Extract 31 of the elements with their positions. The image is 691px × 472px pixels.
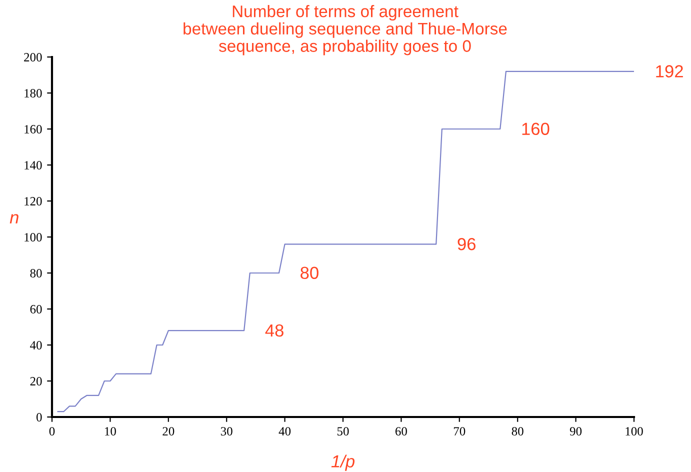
x-tick-label: 50 <box>337 427 349 436</box>
x-tick-label: 80 <box>512 427 524 436</box>
y-tick-label: 60 <box>30 305 42 314</box>
x-tick-label: 0 <box>49 427 55 436</box>
x-tick-label: 30 <box>220 427 232 436</box>
annotation: 96 <box>458 238 476 250</box>
x-tick-label: 90 <box>570 427 582 436</box>
y-tick-label: 140 <box>24 161 42 170</box>
line-series <box>57 70 634 412</box>
x-tick-label: 60 <box>395 427 407 436</box>
y-tick-label: 160 <box>24 125 42 134</box>
x-tick-label: 70 <box>454 427 466 436</box>
y-tick-label: 120 <box>24 197 42 206</box>
y-tick-label: 100 <box>24 233 42 242</box>
y-tick-label: 200 <box>24 53 42 62</box>
x-tick-label: 20 <box>162 427 174 436</box>
x-tick-label: 10 <box>105 427 116 436</box>
x-axis-title: 1/p <box>331 454 355 471</box>
chart-title: Number of terms of agreement between dueling sequence and Thue-Morse sequence, as probability goes to 0 <box>184 5 507 56</box>
y-tick-label: 80 <box>30 269 42 278</box>
annotation: 48 <box>265 324 284 337</box>
y-tick-label: 40 <box>30 341 42 350</box>
y-tick-label: 180 <box>24 89 42 98</box>
y-axis-title: n <box>10 214 18 224</box>
annotation: 80 <box>300 266 318 280</box>
annotation: 160 <box>522 122 550 136</box>
x-tick-label: 40 <box>278 427 291 436</box>
annotation: 192 <box>656 65 683 78</box>
y-tick-label: 0 <box>36 413 42 422</box>
y-tick-label: 20 <box>30 377 42 386</box>
x-tick-label: 100 <box>626 427 643 436</box>
